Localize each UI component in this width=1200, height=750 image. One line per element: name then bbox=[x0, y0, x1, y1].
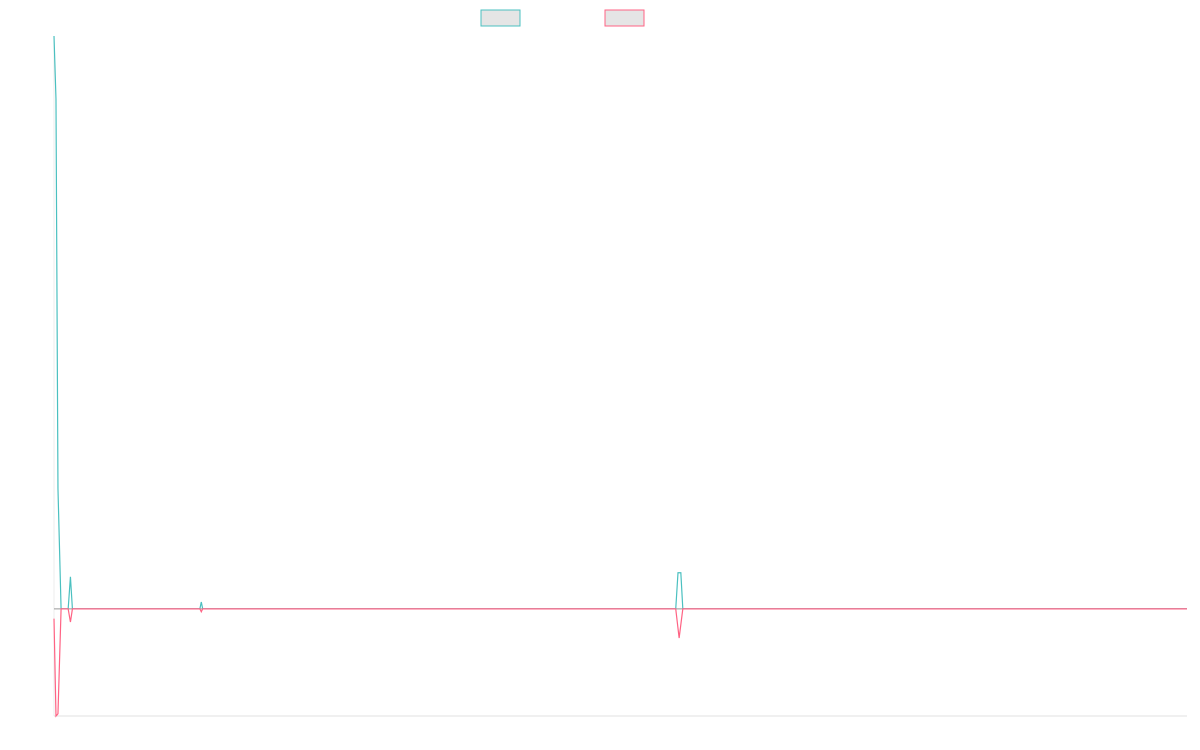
series-line-1 bbox=[53, 35, 1187, 610]
legend-swatch-2[interactable] bbox=[604, 9, 645, 27]
legend-swatch-1[interactable] bbox=[480, 9, 521, 27]
legend bbox=[480, 9, 645, 27]
series-line-2 bbox=[53, 608, 1187, 718]
